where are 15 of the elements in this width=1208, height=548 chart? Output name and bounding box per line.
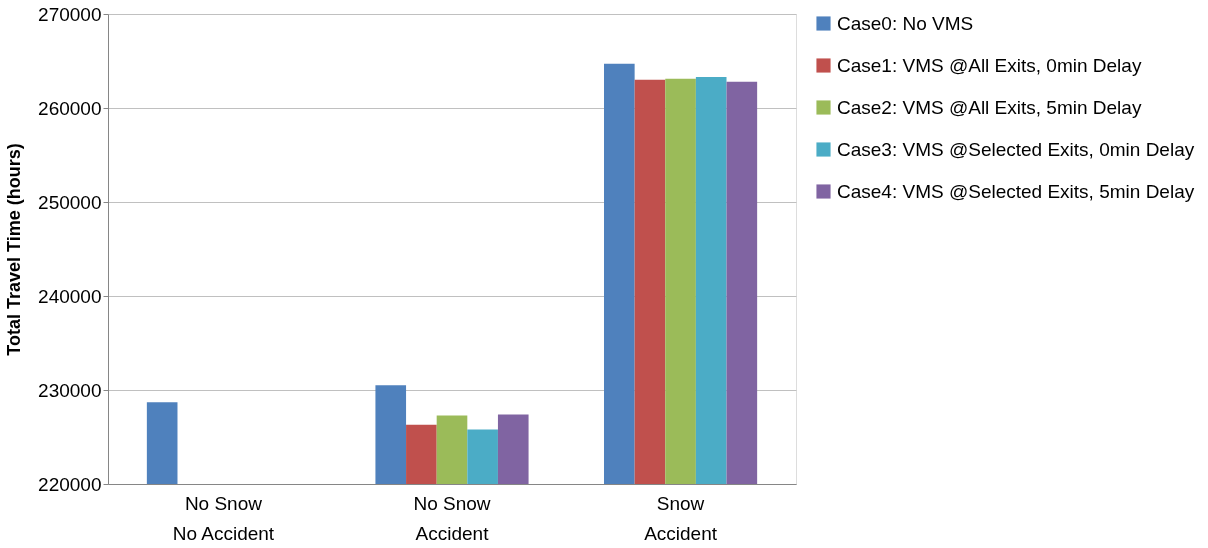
y-tick-label: 220000 [38, 473, 102, 495]
y-tick-label: 240000 [38, 285, 102, 307]
x-tick-label: Snow Accident [644, 492, 718, 544]
legend-label: Case0: No VMS [837, 12, 974, 34]
x-tick-label: No Snow Accident [413, 492, 491, 544]
legend-label: Case4: VMS @Selected Exits, 5min Delay [837, 180, 1195, 202]
y-tick-label: 260000 [38, 97, 102, 119]
y-axis-title: Total Travel Time (hours) [4, 143, 25, 356]
legend-label: Case3: VMS @Selected Exits, 0min Delay [837, 138, 1195, 160]
y-tick-label: 270000 [38, 3, 102, 25]
y-tick-label: 230000 [38, 379, 102, 401]
x-tick-label: No Snow No Accident [172, 492, 275, 544]
legend-label: Case2: VMS @All Exits, 5min Delay [837, 96, 1142, 118]
y-tick-label: 250000 [38, 191, 102, 213]
legend-label: Case1: VMS @All Exits, 0min Delay [837, 54, 1142, 76]
